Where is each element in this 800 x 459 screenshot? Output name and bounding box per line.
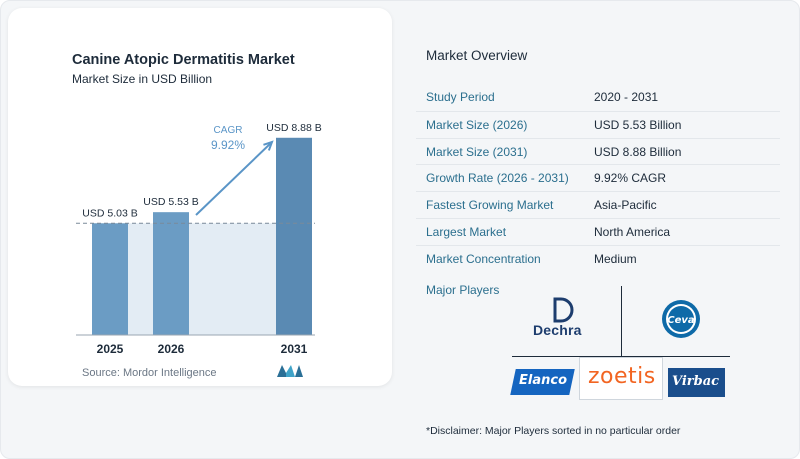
- overview-row: Fastest Growing Market Asia-Pacific: [416, 191, 780, 218]
- overview-table: Study Period 2020 - 2031 Market Size (2026…: [416, 84, 780, 272]
- overview-title: Market Overview: [426, 48, 528, 63]
- chart-title: Canine Atopic Dermatitis Market: [72, 52, 295, 68]
- players-divider-vertical: [621, 286, 622, 356]
- bar-2025: [92, 223, 128, 335]
- data-label: USD 5.03 B: [82, 207, 137, 219]
- cagr-label: CAGR: [214, 125, 243, 136]
- elanco-logo-text: Elanco: [519, 373, 568, 388]
- cagr-arrow-head: [263, 140, 274, 151]
- dechra-logo-text: Dechra: [533, 322, 582, 338]
- players-title: Major Players: [426, 283, 500, 297]
- overview-row-label: Largest Market: [426, 224, 507, 239]
- overview-row-value: 2020 - 2031: [594, 90, 659, 104]
- cagr-value: 9.92%: [211, 138, 245, 152]
- overview-row-value: USD 5.53 Billion: [594, 117, 682, 132]
- overview-row-value: Medium: [594, 251, 637, 266]
- data-label: USD 5.53 B: [143, 196, 198, 208]
- dechra-logo-icon: [553, 297, 574, 323]
- reference-band: [128, 223, 276, 335]
- ceva-logo-text: Ceva: [667, 315, 695, 326]
- overview-row: Growth Rate (2026 - 2031) 9.92% CAGR: [416, 164, 780, 191]
- overview-row-value: Asia-Pacific: [594, 198, 657, 213]
- zoetis-logo-text: zoetis: [588, 364, 656, 389]
- disclaimer-text: *Disclaimer: Major Players sorted in no …: [426, 425, 681, 437]
- overview-row-value: 9.92% CAGR: [594, 171, 667, 186]
- chart-subtitle: Market Size in USD Billion: [72, 72, 213, 86]
- overview-row: Largest Market North America: [416, 217, 780, 245]
- overview-row: Market Size (2031) USD 8.88 Billion: [416, 137, 780, 165]
- overview-row: Market Concentration Medium: [416, 244, 780, 272]
- overview-row-value: North America: [594, 224, 671, 239]
- overview-row-label: Market Size (2031): [426, 144, 528, 159]
- x-tick-label: 2031: [281, 342, 308, 356]
- bar-chart: USD 5.03 B USD 5.53 B USD 8.88 B 2025 2026 20…: [76, 122, 322, 356]
- overview-row-label: Market Concentration: [426, 251, 541, 266]
- overview-row: Study Period 2020 - 2031: [416, 84, 780, 111]
- overview-row-label: Study Period: [426, 90, 495, 104]
- data-label: USD 8.88 B: [266, 122, 321, 134]
- virbac-logo-text: Virbac: [672, 374, 720, 389]
- mordor-logo-icon: [277, 365, 303, 377]
- overview-row-label: Fastest Growing Market: [426, 198, 554, 213]
- ceva-logo-icon: Ceva: [662, 300, 700, 338]
- zoetis-logo-box: [579, 357, 663, 400]
- overview-row-label: Market Size (2026): [426, 117, 528, 132]
- overview-row-value: USD 8.88 Billion: [594, 144, 682, 159]
- players-divider-horizontal: [512, 356, 730, 357]
- x-tick-label: 2026: [158, 342, 185, 356]
- virbac-logo-icon: [668, 368, 725, 397]
- bar-2026: [153, 212, 189, 335]
- cagr-arrow-line: [195, 141, 273, 216]
- source-text: Source: Mordor Intelligence: [82, 367, 217, 379]
- overview-row-label: Growth Rate (2026 - 2031): [426, 171, 569, 186]
- overview-row: Market Size (2026) USD 5.53 Billion: [416, 110, 780, 138]
- bar-2031: [276, 137, 312, 335]
- x-tick-label: 2025: [97, 342, 124, 356]
